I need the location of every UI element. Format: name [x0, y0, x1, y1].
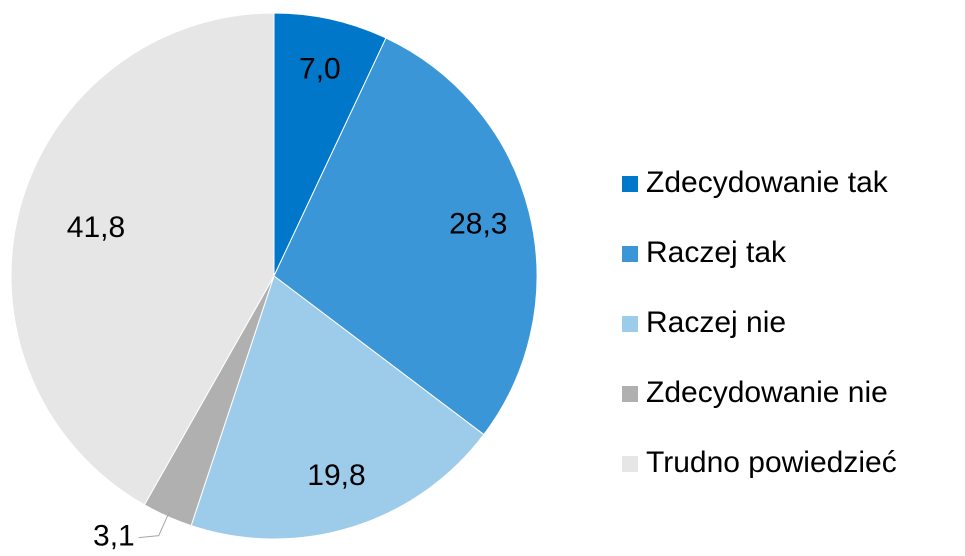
legend-label: Raczej nie: [646, 306, 786, 339]
pie-slice: [10, 12, 275, 506]
legend-swatch: [622, 386, 638, 402]
data-label: 3,1: [93, 520, 135, 553]
legend-label: Zdecydowanie tak: [646, 166, 889, 199]
data-label: 19,8: [307, 459, 365, 492]
legend-label: Zdecydowanie nie: [646, 376, 888, 409]
data-label: 7,0: [299, 53, 341, 86]
pie-slice: [273, 37, 538, 436]
pie-slice: [190, 275, 485, 540]
legend-label: Raczej tak: [646, 236, 787, 269]
leader-line: [138, 511, 170, 539]
legend-label: Trudno powiedzieć: [646, 446, 897, 479]
legend-swatch: [622, 246, 638, 262]
legend-swatch: [622, 176, 638, 192]
data-label: 41,8: [67, 211, 125, 244]
legend-swatch: [622, 316, 638, 332]
data-label: 28,3: [449, 208, 507, 241]
pie-slice: [273, 12, 387, 277]
legend-swatch: [622, 456, 638, 472]
